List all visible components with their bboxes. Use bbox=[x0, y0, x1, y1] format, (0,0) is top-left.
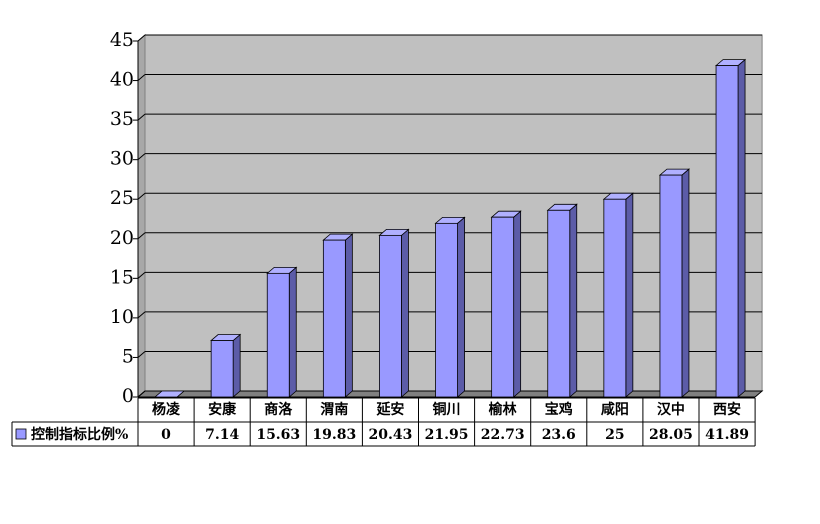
bar-side bbox=[513, 210, 522, 398]
x-tick-label: 杨凌 bbox=[152, 401, 181, 418]
grid-line-side bbox=[137, 34, 146, 42]
grid-line-side bbox=[137, 113, 146, 121]
bar bbox=[715, 65, 739, 398]
legend-swatch bbox=[15, 428, 27, 440]
x-tick-label: 延安 bbox=[375, 401, 404, 418]
grid-line-side bbox=[137, 311, 146, 319]
x-tick-label: 咸阳 bbox=[601, 401, 629, 418]
grid-line-side bbox=[137, 390, 146, 398]
grid-line-side bbox=[137, 351, 146, 358]
bar bbox=[659, 174, 683, 398]
y-tick-label: 20 bbox=[110, 227, 134, 249]
bar-side bbox=[457, 216, 465, 398]
x-tick-label: 汉中 bbox=[657, 401, 685, 418]
table-value: 15.63 bbox=[256, 427, 300, 443]
grid-line-side bbox=[137, 232, 146, 240]
table-value: 22.73 bbox=[481, 427, 525, 443]
grid-line-side bbox=[137, 153, 146, 161]
table-value: 21.95 bbox=[425, 427, 469, 443]
table-value: 0 bbox=[161, 427, 171, 443]
y-tick-label: 35 bbox=[110, 108, 134, 130]
bar bbox=[491, 216, 515, 398]
x-tick-label: 商洛 bbox=[264, 401, 293, 418]
table-value: 23.6 bbox=[542, 427, 576, 443]
table-value: 19.83 bbox=[312, 427, 356, 443]
bar bbox=[435, 222, 458, 398]
bar-side bbox=[569, 203, 578, 398]
y-tick-label: 15 bbox=[110, 266, 134, 288]
y-tick-label: 30 bbox=[110, 148, 134, 170]
x-tick-label: 铜川 bbox=[433, 401, 461, 418]
bar bbox=[379, 234, 402, 398]
y-tick-label: 0 bbox=[122, 385, 134, 407]
bar-side bbox=[232, 333, 241, 398]
bar bbox=[603, 198, 627, 398]
bar-side bbox=[681, 168, 690, 398]
bar-side bbox=[401, 228, 409, 398]
table-value: 28.05 bbox=[649, 427, 693, 443]
grid-line-side bbox=[137, 74, 146, 81]
x-tick-label: 西安 bbox=[713, 401, 741, 418]
bar-side bbox=[625, 192, 634, 398]
bar-top bbox=[153, 390, 186, 398]
y-tick-label: 25 bbox=[110, 187, 134, 209]
legend-label: 控制指标比例% bbox=[31, 426, 128, 443]
grid-line-side bbox=[137, 192, 146, 200]
x-tick-label: 榆林 bbox=[489, 401, 517, 418]
y-tick-label: 10 bbox=[110, 306, 134, 328]
y-tick-label: 40 bbox=[110, 69, 134, 91]
bar-side bbox=[737, 58, 746, 398]
bar bbox=[322, 239, 346, 398]
table-value: 20.43 bbox=[369, 427, 413, 443]
x-tick-label: 安康 bbox=[208, 401, 237, 418]
bar bbox=[547, 209, 571, 398]
bar-side bbox=[344, 233, 353, 398]
bar bbox=[266, 272, 290, 398]
grid-line-side bbox=[137, 271, 146, 279]
table-value: 25 bbox=[605, 427, 624, 443]
side-wall bbox=[137, 33, 146, 399]
x-tick-label: 渭南 bbox=[320, 401, 348, 418]
x-tick-label: 宝鸡 bbox=[545, 401, 573, 418]
bar-side bbox=[288, 266, 297, 398]
bar bbox=[210, 340, 234, 398]
table-value: 41.89 bbox=[705, 427, 749, 443]
y-tick-label: 45 bbox=[110, 29, 134, 51]
y-tick-label: 5 bbox=[122, 345, 134, 367]
table-value: 7.14 bbox=[205, 427, 239, 443]
